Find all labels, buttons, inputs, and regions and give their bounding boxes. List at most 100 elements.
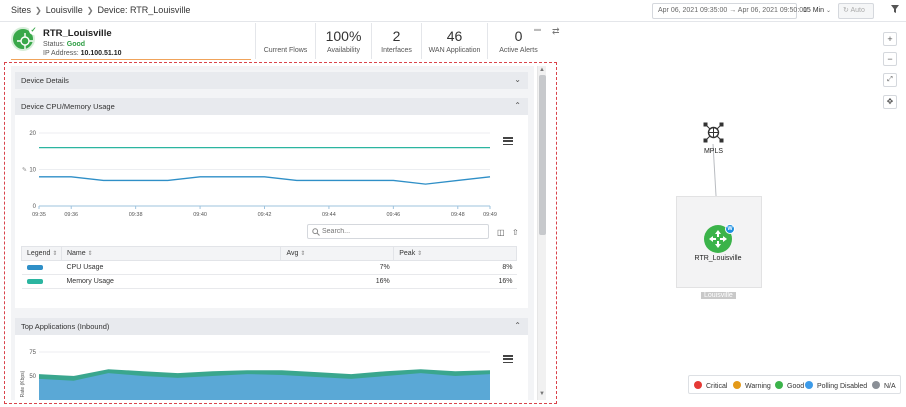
table-header-row: Legend ⇕ Name ⇕ Avg ⇕ Peak ⇕ bbox=[21, 246, 517, 261]
stat-label: Interfaces bbox=[381, 47, 412, 54]
header-accent-line bbox=[11, 59, 251, 60]
stat-current-flows[interactable]: Current Flows bbox=[255, 23, 315, 59]
search-input[interactable] bbox=[322, 226, 482, 237]
peak-cell: 8% bbox=[393, 260, 517, 275]
y-tick-label: 20 bbox=[29, 131, 36, 137]
col-avg[interactable]: Avg ⇕ bbox=[280, 246, 395, 261]
ip-value: 10.100.51.10 bbox=[80, 50, 122, 57]
breadcrumb-louisville[interactable]: Louisville bbox=[45, 5, 83, 15]
status-legend: Critical Warning Good Polling Disabled N… bbox=[688, 375, 901, 394]
scroll-thumb[interactable] bbox=[539, 75, 546, 235]
interval-select[interactable]: 15 Min ⌄ bbox=[800, 3, 836, 19]
top-bar: Sites ❯ Louisville ❯ Device: RTR_Louisville … bbox=[0, 0, 906, 22]
device-name: RTR_Louisville bbox=[43, 28, 112, 39]
auto-label: Auto bbox=[850, 7, 865, 14]
chart-menu-icon[interactable] bbox=[503, 137, 513, 146]
stat-label: Current Flows bbox=[263, 47, 308, 54]
device-ip: IP Address: 10.100.51.10 bbox=[43, 50, 122, 57]
chevron-down-icon: ⌄ bbox=[825, 8, 831, 14]
name-cell: CPU Usage bbox=[61, 260, 281, 275]
legend-critical: Critical bbox=[694, 381, 727, 390]
sort-icon: ⇕ bbox=[87, 251, 93, 257]
y-tick-label: 50 bbox=[29, 374, 36, 380]
col-peak[interactable]: Peak ⇕ bbox=[393, 246, 517, 261]
status-value: Good bbox=[66, 41, 86, 48]
filter-icon[interactable] bbox=[891, 5, 899, 15]
stat-label: WAN Application bbox=[428, 47, 481, 54]
chevron-right-icon: ❯ bbox=[35, 6, 42, 15]
series-line[interactable] bbox=[39, 176, 491, 185]
x-tick-label: 09:46 bbox=[386, 212, 400, 218]
avg-cell: 7% bbox=[280, 260, 394, 275]
name-cell: Memory Usage bbox=[61, 274, 281, 289]
legend-warning: Warning bbox=[733, 381, 771, 390]
legend-polling-disabled: Polling Disabled bbox=[805, 381, 867, 390]
router-icon bbox=[709, 230, 727, 248]
table-row[interactable]: Memory Usage 16% 16% bbox=[21, 274, 517, 289]
x-tick-label: 09:40 bbox=[193, 212, 207, 218]
critical-dot bbox=[694, 381, 702, 389]
auto-refresh-button[interactable]: ↻ Auto bbox=[838, 3, 874, 19]
selection-region bbox=[4, 62, 557, 404]
col-legend[interactable]: Legend ⇕ bbox=[21, 246, 62, 261]
vertical-scrollbar[interactable]: ▲ ▼ bbox=[537, 66, 546, 400]
status-check-icon: ✓ bbox=[29, 26, 38, 35]
legend-cell bbox=[21, 260, 62, 275]
col-name[interactable]: Name ⇕ bbox=[60, 246, 282, 261]
y-tick-label: 10 bbox=[29, 168, 36, 174]
pin-icon[interactable]: ▬ bbox=[534, 26, 541, 33]
chevron-up-icon[interactable]: ⌃ bbox=[514, 101, 521, 110]
y-tick-label: 75 bbox=[29, 350, 36, 356]
search-box[interactable] bbox=[307, 224, 489, 239]
chevron-down-icon[interactable]: ⌄ bbox=[514, 75, 521, 84]
scroll-up-icon[interactable]: ▲ bbox=[539, 67, 545, 73]
sort-icon: ⇕ bbox=[300, 251, 306, 257]
zoom-in-button[interactable]: + bbox=[883, 32, 897, 46]
top-apps-header[interactable]: Top Applications (Inbound) ⌃ bbox=[15, 318, 528, 335]
scroll-down-icon[interactable]: ▼ bbox=[539, 391, 545, 397]
mpls-node[interactable] bbox=[703, 122, 724, 143]
chart-menu-icon[interactable] bbox=[503, 355, 513, 364]
zoom-out-button[interactable]: − bbox=[883, 52, 897, 66]
pencil-icon: ✎ bbox=[22, 167, 27, 174]
stat-value: 46 bbox=[446, 28, 463, 44]
breadcrumb-sites[interactable]: Sites bbox=[11, 5, 32, 15]
stat-value: 0 bbox=[514, 28, 523, 44]
stat-value: 2 bbox=[392, 28, 401, 44]
device-details-header[interactable]: Device Details ⌄ bbox=[15, 72, 528, 89]
date-range-picker[interactable]: Apr 06, 2021 09:35:00 → Apr 06, 2021 09:… bbox=[652, 3, 807, 19]
export-icon[interactable]: ⇧ bbox=[512, 228, 519, 237]
cpu-memory-header[interactable]: Device CPU/Memory Usage ⌃ bbox=[15, 98, 528, 115]
legend-label: Polling Disabled bbox=[817, 383, 868, 390]
swap-icon[interactable]: ⇄ bbox=[552, 26, 560, 36]
device-status: Status: Good bbox=[43, 41, 85, 48]
fit-screen-button[interactable]: ⤢ bbox=[883, 73, 897, 87]
columns-icon[interactable]: ◫ bbox=[497, 228, 505, 237]
legend-good: Good bbox=[775, 381, 804, 390]
stat-interfaces[interactable]: 2 Interfaces bbox=[371, 23, 421, 59]
search-icon bbox=[312, 228, 320, 236]
legend-cell bbox=[21, 274, 62, 289]
refresh-icon: ↻ bbox=[843, 7, 849, 14]
warning-dot bbox=[733, 381, 741, 389]
peak-cell: 16% bbox=[393, 274, 517, 289]
cloud-network-icon bbox=[703, 122, 724, 143]
series-area[interactable] bbox=[39, 373, 490, 400]
pan-button[interactable]: ✥ bbox=[883, 95, 897, 109]
panel-title: Top Applications (Inbound) bbox=[21, 322, 110, 331]
legend-label: Critical bbox=[706, 383, 728, 390]
x-tick-label: 09:35 bbox=[32, 212, 46, 218]
polling-disabled-dot bbox=[805, 381, 813, 389]
chevron-up-icon[interactable]: ⌃ bbox=[514, 321, 521, 330]
panel-title: Device CPU/Memory Usage bbox=[21, 102, 115, 111]
legend-table: Legend ⇕ Name ⇕ Avg ⇕ Peak ⇕ CPU Usage 7… bbox=[21, 246, 517, 289]
stat-wan-application[interactable]: 46 WAN Application bbox=[421, 23, 487, 59]
col-name-label: Name bbox=[66, 250, 86, 257]
breadcrumb: Sites ❯ Louisville ❯ Device: RTR_Louisville bbox=[11, 5, 190, 15]
stat-availability[interactable]: 100% Availability bbox=[315, 23, 371, 59]
legend-swatch bbox=[26, 278, 43, 284]
site-label: Louisville bbox=[701, 292, 736, 299]
table-row[interactable]: CPU Usage 7% 8% bbox=[21, 260, 517, 275]
x-tick-label: 09:38 bbox=[129, 212, 143, 218]
stat-active-alerts[interactable]: 0 Active Alerts bbox=[487, 23, 549, 59]
